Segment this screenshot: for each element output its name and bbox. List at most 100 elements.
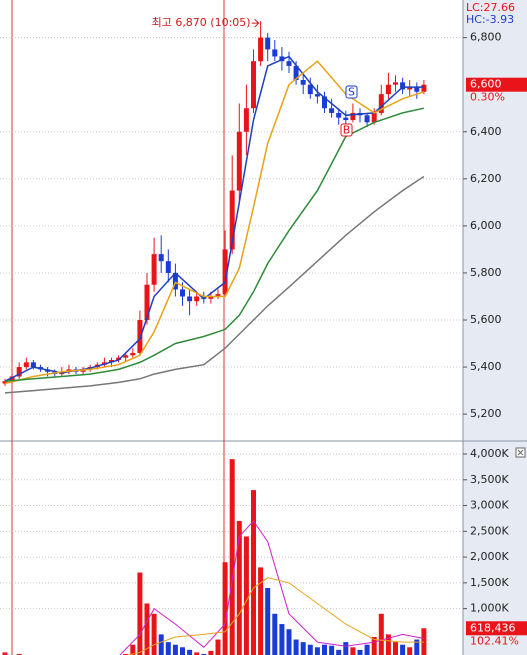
candle-body	[350, 112, 356, 120]
volume-bar	[165, 642, 171, 655]
candle-body	[208, 296, 214, 299]
volume-bar	[265, 588, 271, 655]
volume-bar	[258, 567, 264, 655]
moving-average	[4, 55, 424, 382]
candle-body	[251, 61, 256, 109]
candle-body	[400, 82, 406, 90]
y-tick-label: 6,800	[470, 31, 502, 44]
volume-bar	[336, 649, 342, 655]
sell-marker-box	[345, 85, 358, 99]
moving-average	[4, 175, 425, 394]
candle-body	[30, 362, 36, 368]
candle-body	[180, 289, 185, 297]
volume-bar	[385, 634, 391, 655]
y-tick-label: 6,200	[470, 172, 502, 185]
volume-bar	[407, 647, 413, 655]
y-tick-label: 6,400	[470, 125, 502, 138]
volume-bar	[329, 645, 335, 655]
y-tick-label: 5,400	[470, 360, 502, 373]
candle-body	[322, 96, 327, 109]
change-label: 0.30%	[470, 91, 505, 104]
marks	[2, 21, 427, 655]
volume-bar	[172, 644, 178, 655]
price-tag: 6,600	[470, 78, 502, 91]
volume-bar	[350, 647, 356, 655]
candle-body	[194, 296, 200, 302]
volume-bar	[2, 652, 8, 655]
candle-body	[393, 82, 398, 85]
volume-bar	[279, 624, 285, 655]
lc-label: LC:27.66	[466, 1, 515, 14]
volume-bar	[357, 649, 363, 655]
axis-background	[463, 0, 527, 655]
moving-average	[4, 107, 425, 382]
volume-bar	[187, 649, 193, 655]
candle-body	[2, 381, 8, 384]
candle-body	[130, 352, 136, 356]
candle-body	[378, 94, 384, 113]
candle-body	[243, 108, 249, 132]
volume-bar	[201, 653, 207, 655]
volume-bar	[343, 642, 349, 655]
high-annotation: 최고 6,870 (10:05)	[152, 16, 251, 29]
buy-marker: B	[343, 124, 351, 137]
volume-bar	[272, 613, 278, 655]
candle-body	[16, 367, 22, 377]
volume-bar	[371, 636, 377, 655]
volume-average	[5, 520, 424, 655]
candle-body	[187, 296, 193, 302]
candle-body	[286, 61, 292, 66]
high-arrow	[251, 18, 260, 28]
y-tick-label: 5,600	[470, 313, 502, 326]
y-tick-label: 1,500K	[470, 576, 509, 589]
candle-body	[371, 112, 377, 123]
volume-bar	[378, 613, 384, 655]
y-tick-label: 5,800	[470, 266, 502, 279]
candle-body	[109, 360, 114, 363]
candle-body	[144, 284, 150, 320]
buy-marker-box	[340, 123, 353, 137]
candle-body	[307, 84, 313, 95]
volume-bar	[144, 603, 150, 655]
candle-body	[329, 108, 335, 113]
volume-bar	[208, 650, 214, 655]
candle-body	[258, 37, 264, 62]
volume-bar	[251, 490, 256, 655]
candle-body	[151, 254, 157, 285]
candle-body	[407, 87, 413, 90]
candle-body	[123, 355, 129, 358]
volume-bar	[16, 653, 22, 655]
volume-bar	[314, 647, 320, 655]
volume-bar	[393, 642, 398, 655]
candle-body	[336, 112, 342, 118]
candle-body	[222, 249, 228, 295]
volume-bar	[364, 644, 370, 655]
y-tick-label: 3,500K	[470, 473, 509, 486]
volume-bar	[194, 652, 200, 655]
candle-body	[343, 117, 349, 120]
candle-body	[414, 87, 420, 92]
panel-button-icon	[517, 449, 524, 456]
volume-bar	[236, 521, 242, 655]
volume-bar	[130, 644, 136, 655]
volume-bar	[243, 536, 249, 655]
candle-body	[293, 65, 299, 80]
volume-bar	[286, 629, 292, 655]
candle-body	[172, 272, 178, 290]
y-tick-label: 5,200	[470, 407, 502, 420]
ratio-label: 102.41%	[470, 634, 519, 647]
volume-average	[126, 577, 424, 655]
candle-body	[215, 294, 221, 297]
candle-body	[23, 362, 29, 368]
volume-tag: 618,436	[470, 621, 516, 634]
hc-label: HC:-3.93	[466, 13, 514, 26]
y-tick-label: 1,000K	[470, 602, 509, 615]
candle-body	[421, 84, 427, 92]
candle-body	[201, 296, 207, 299]
volume-bar	[151, 613, 157, 655]
y-tick-label: 2,000K	[470, 550, 509, 563]
volume-bar	[137, 572, 143, 655]
volume-bar	[180, 647, 185, 655]
